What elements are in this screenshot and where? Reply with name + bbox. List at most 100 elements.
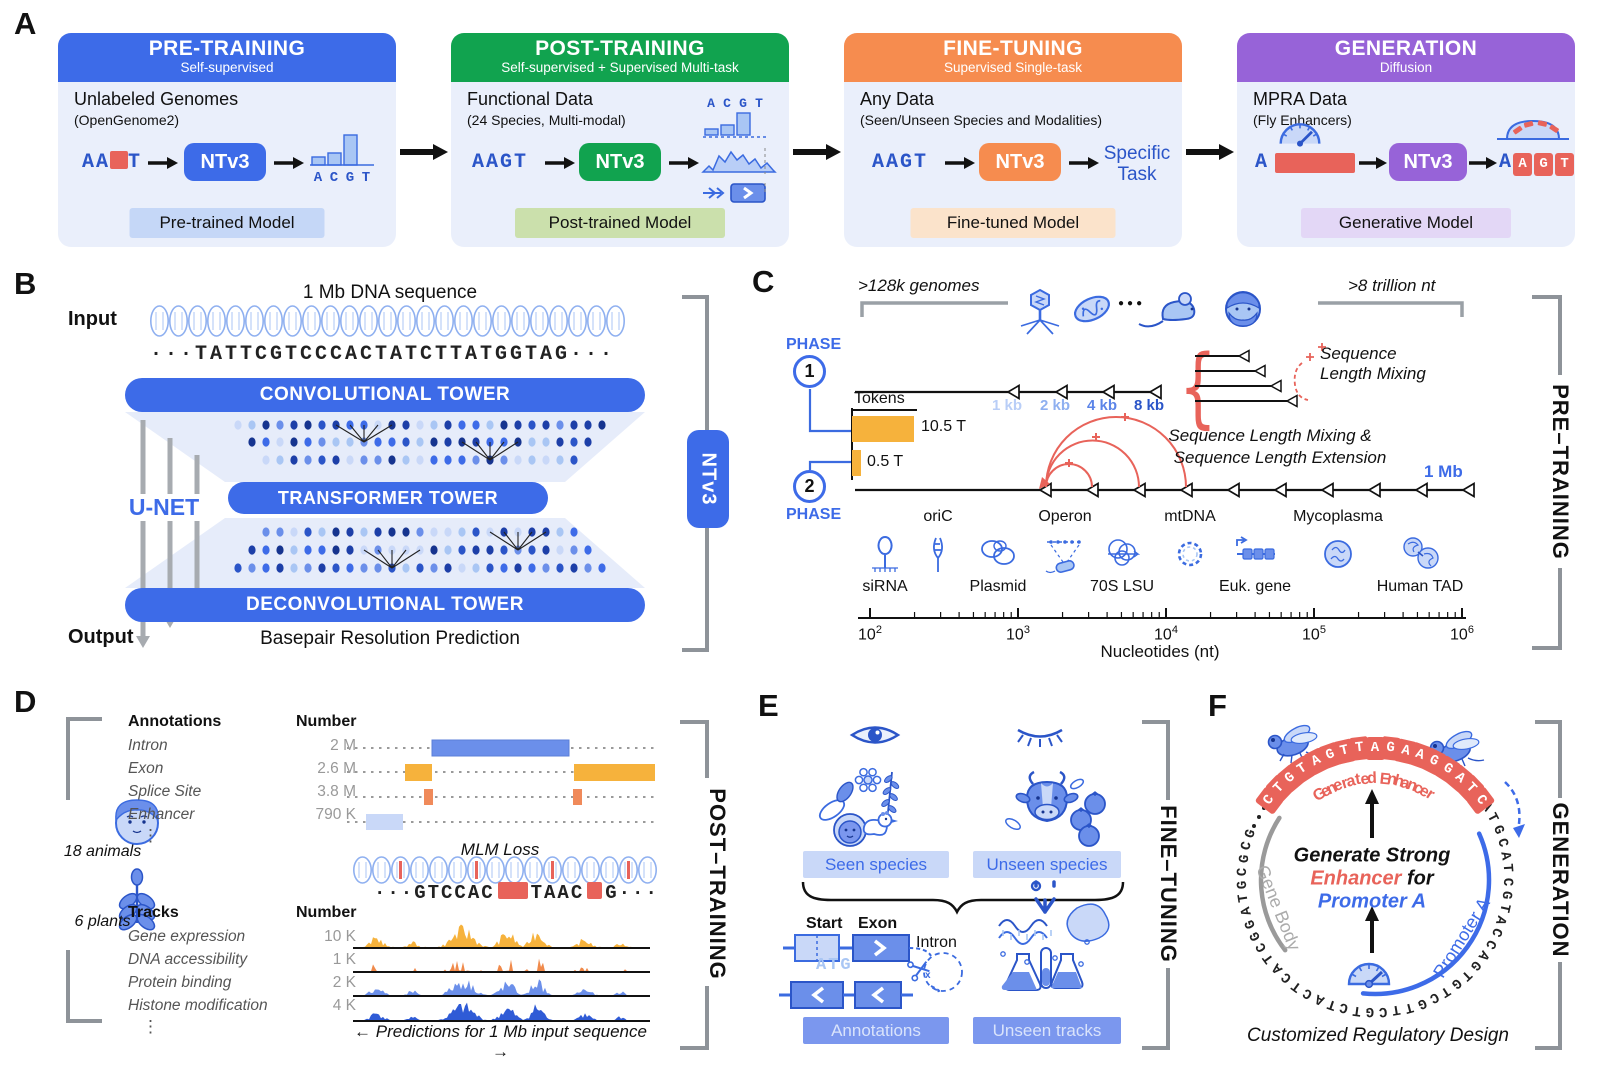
input-label: Input [68, 308, 117, 330]
tokens-bar1-value: 10.5 T [921, 418, 967, 435]
svg-text:G: G [739, 96, 747, 111]
scale-icon-Human TAD [1403, 537, 1439, 569]
svg-text:T: T [362, 170, 370, 186]
deconvolutional-tower: DECONVOLUTIONAL TOWER [125, 588, 645, 622]
stage-title: POST-TRAINING [535, 37, 705, 60]
svg-text:A: A [314, 170, 323, 186]
input-sequence: AA T [82, 151, 143, 174]
kb-label: 8 kb [1133, 397, 1164, 414]
ntv3-model: NTv3 [979, 143, 1061, 181]
scale-icon-Plasmid [981, 540, 1015, 565]
center-text-line2: Enhancer for [1310, 867, 1434, 890]
ntv3-model: NTv3 [579, 143, 661, 181]
exon-label: Exon [858, 915, 898, 932]
stage-data-line1: Functional Data [467, 89, 594, 109]
mask-block [587, 882, 603, 899]
gene-annotation-icon [703, 183, 766, 203]
input-sequence: AAGT [872, 151, 929, 174]
table-row: Enhancer 790 K [128, 806, 356, 823]
model-state-label: Fine-tuned Model [910, 208, 1116, 238]
scale-icon-70S LSU [1108, 539, 1141, 566]
panel-f-label: F [1208, 688, 1227, 723]
svg-text:T: T [755, 96, 763, 111]
strength-gauge-icon [1347, 962, 1391, 989]
pretraining-graphics: { [808, 288, 1562, 650]
phase-1-circle: 1 [793, 355, 826, 388]
atg-codon: ATG [816, 956, 853, 975]
kb-label: 2 kb [1039, 397, 1070, 414]
axis-tick-label: 102 [858, 624, 882, 644]
input-sequence: AAGT [472, 151, 529, 174]
ntv3-model: NTv3 [184, 143, 266, 181]
scissors-icon [907, 961, 930, 982]
scale-item-label: Operon [1038, 508, 1092, 525]
specific-task-label: Specific Task [1103, 143, 1171, 185]
enhancer-bar [1275, 153, 1355, 173]
finetuning-graphics: x [779, 720, 1170, 1050]
ntv3-vertical-badge: NTv3 [687, 430, 729, 528]
architecture-graphics [125, 295, 709, 652]
panel-e-label: E [758, 688, 779, 723]
stage-data-line1: Any Data [860, 89, 935, 109]
stage-title: GENERATION [1334, 37, 1478, 60]
mixing-extension-line2: Sequence Length Extension [1173, 448, 1387, 467]
stage-title: FINE-TUNING [943, 37, 1083, 60]
masked-token-icon [110, 151, 129, 169]
ring-dot [1257, 815, 1261, 819]
arrow-icon [545, 157, 575, 169]
seen-species-illustration [818, 767, 900, 847]
svg-text:{: { [1179, 336, 1217, 438]
table-row: Splice Site 3.8 M [128, 783, 356, 800]
table-header-name: Annotations [128, 713, 222, 730]
kb-label: 4 kb [1086, 397, 1117, 414]
stage-subtitle: Self-supervised + Supervised Multi-task [501, 60, 739, 75]
phase-label-2: PHASE [786, 506, 842, 523]
dna-sequence-text: ···TATTCGTCCCACTATCTTATGGTAG··· [150, 343, 616, 366]
arrow-icon [148, 157, 178, 169]
stage-header: GENERATION Diffusion [1237, 33, 1575, 82]
output-label: Output [68, 626, 134, 648]
axis-tick-label: 105 [1302, 624, 1326, 644]
activity-gauge-icon [1279, 123, 1321, 147]
tracks-table: Tracks Number Gene expression 10 K DNA acces… [128, 904, 360, 1035]
axis-tick-label: 104 [1154, 624, 1178, 644]
mask-block [497, 882, 528, 899]
unseen-species-illustration [1005, 770, 1106, 847]
unseen-tracks-label: Unseen tracks [973, 1017, 1121, 1044]
stage-data-line2: (Fly Enhancers) [1253, 112, 1352, 128]
stage-data-line2: (OpenGenome2) [74, 112, 180, 128]
ring-dot [1252, 824, 1257, 829]
scale-item-label: Mycoplasma [1293, 508, 1383, 525]
mixing-extension-line1: Sequence Length Mixing & [1168, 426, 1372, 445]
panel-a-flow-arrows [400, 144, 1234, 160]
b-title: 1 Mb DNA sequence [302, 282, 478, 303]
mixing-label-line1: Sequence [1320, 344, 1397, 363]
scale-item-label: Plasmid [969, 578, 1027, 595]
mlm-loss-label: MLM Loss [460, 840, 540, 859]
scale-icon-mtDNA [1177, 541, 1203, 567]
animals-count: 18 animals [63, 843, 142, 860]
kb-label: 1 kb [991, 397, 1022, 414]
arrow-icon [945, 157, 975, 169]
panel-d-label: D [14, 684, 37, 719]
axis-title: Nucleotides (nt) [1100, 642, 1220, 661]
scale-icon-Operon [1045, 540, 1083, 574]
scale-icon-Euk. gene [1236, 536, 1275, 560]
stage-data-line1: Unlabeled Genomes [74, 89, 239, 109]
posttraining-bracket-label: POST–TRAINING [705, 788, 730, 980]
ellipsis-icon: ●●● [1118, 298, 1146, 309]
fly-icon [1267, 724, 1323, 764]
stage-posttraining: POST-TRAINING Self-supervised + Supervis… [451, 33, 789, 247]
unseen-tracks-illustration [998, 880, 1110, 991]
axis-tick-label: 103 [1006, 624, 1030, 644]
stage-finetuning: FINE-TUNING Supervised Single-task Any D… [844, 33, 1182, 247]
scale-item-label: Human TAD [1376, 578, 1464, 595]
generation-graphics [1258, 720, 1562, 1050]
model-state-label: Generative Model [1301, 208, 1511, 238]
annotations-label: Annotations [803, 1017, 949, 1044]
model-state-label: Pre-trained Model [129, 208, 325, 238]
